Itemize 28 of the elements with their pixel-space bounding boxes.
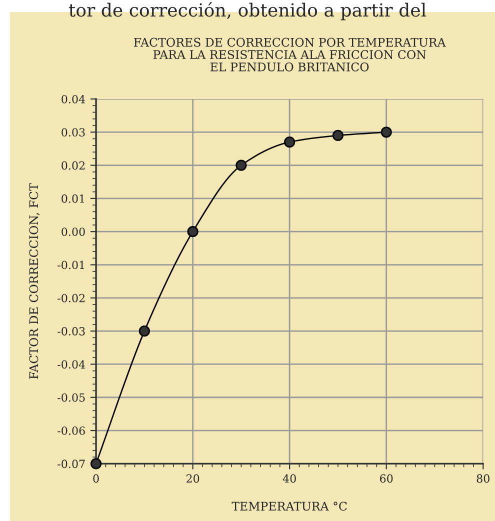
x-tick-label: 60: [380, 474, 393, 483]
x-tick-label: 80: [476, 474, 490, 483]
y-tick-label: -0.01: [58, 260, 84, 270]
chart-title: FACTORES DE CORRECCION POR TEMPERATURA PARA LA RESISTENCIA ALA FRICCION CON EL PENDULO BRITANICO: [134, 38, 446, 72]
y-tick-label: -0.07: [58, 460, 85, 468]
y-tick-label: -0.05: [58, 393, 85, 402]
x-tick-label: 20: [186, 474, 200, 483]
point: [236, 160, 247, 171]
point: [284, 136, 296, 148]
y-tick-label: -0.02: [58, 294, 85, 302]
y-tick-label: -0.06: [58, 426, 85, 435]
x-axis-title: TEMPERATURA °C: [232, 502, 347, 511]
point: [380, 126, 392, 138]
y-tick-label: -0.04: [58, 360, 86, 369]
x-tick-label: 40: [282, 474, 296, 483]
text: tor de corrección, obtenido a partir del: [68, 2, 426, 20]
y-axis-title: FACTOR DE CORRECCION, FCT: [29, 183, 40, 379]
point: [138, 326, 150, 337]
y-tick-label: 0.02: [62, 161, 85, 170]
point: [332, 130, 344, 142]
y-tick-label: 0.00: [62, 228, 85, 236]
y-tick-label: 0.03: [62, 128, 85, 137]
point: [90, 458, 102, 470]
y-tick-label: 0.04: [62, 94, 86, 104]
x-tick-label: 0: [93, 474, 99, 483]
y-tick-label: 0.01: [62, 194, 84, 203]
y-tick-label: -0.03: [58, 327, 85, 336]
point: [187, 226, 198, 238]
